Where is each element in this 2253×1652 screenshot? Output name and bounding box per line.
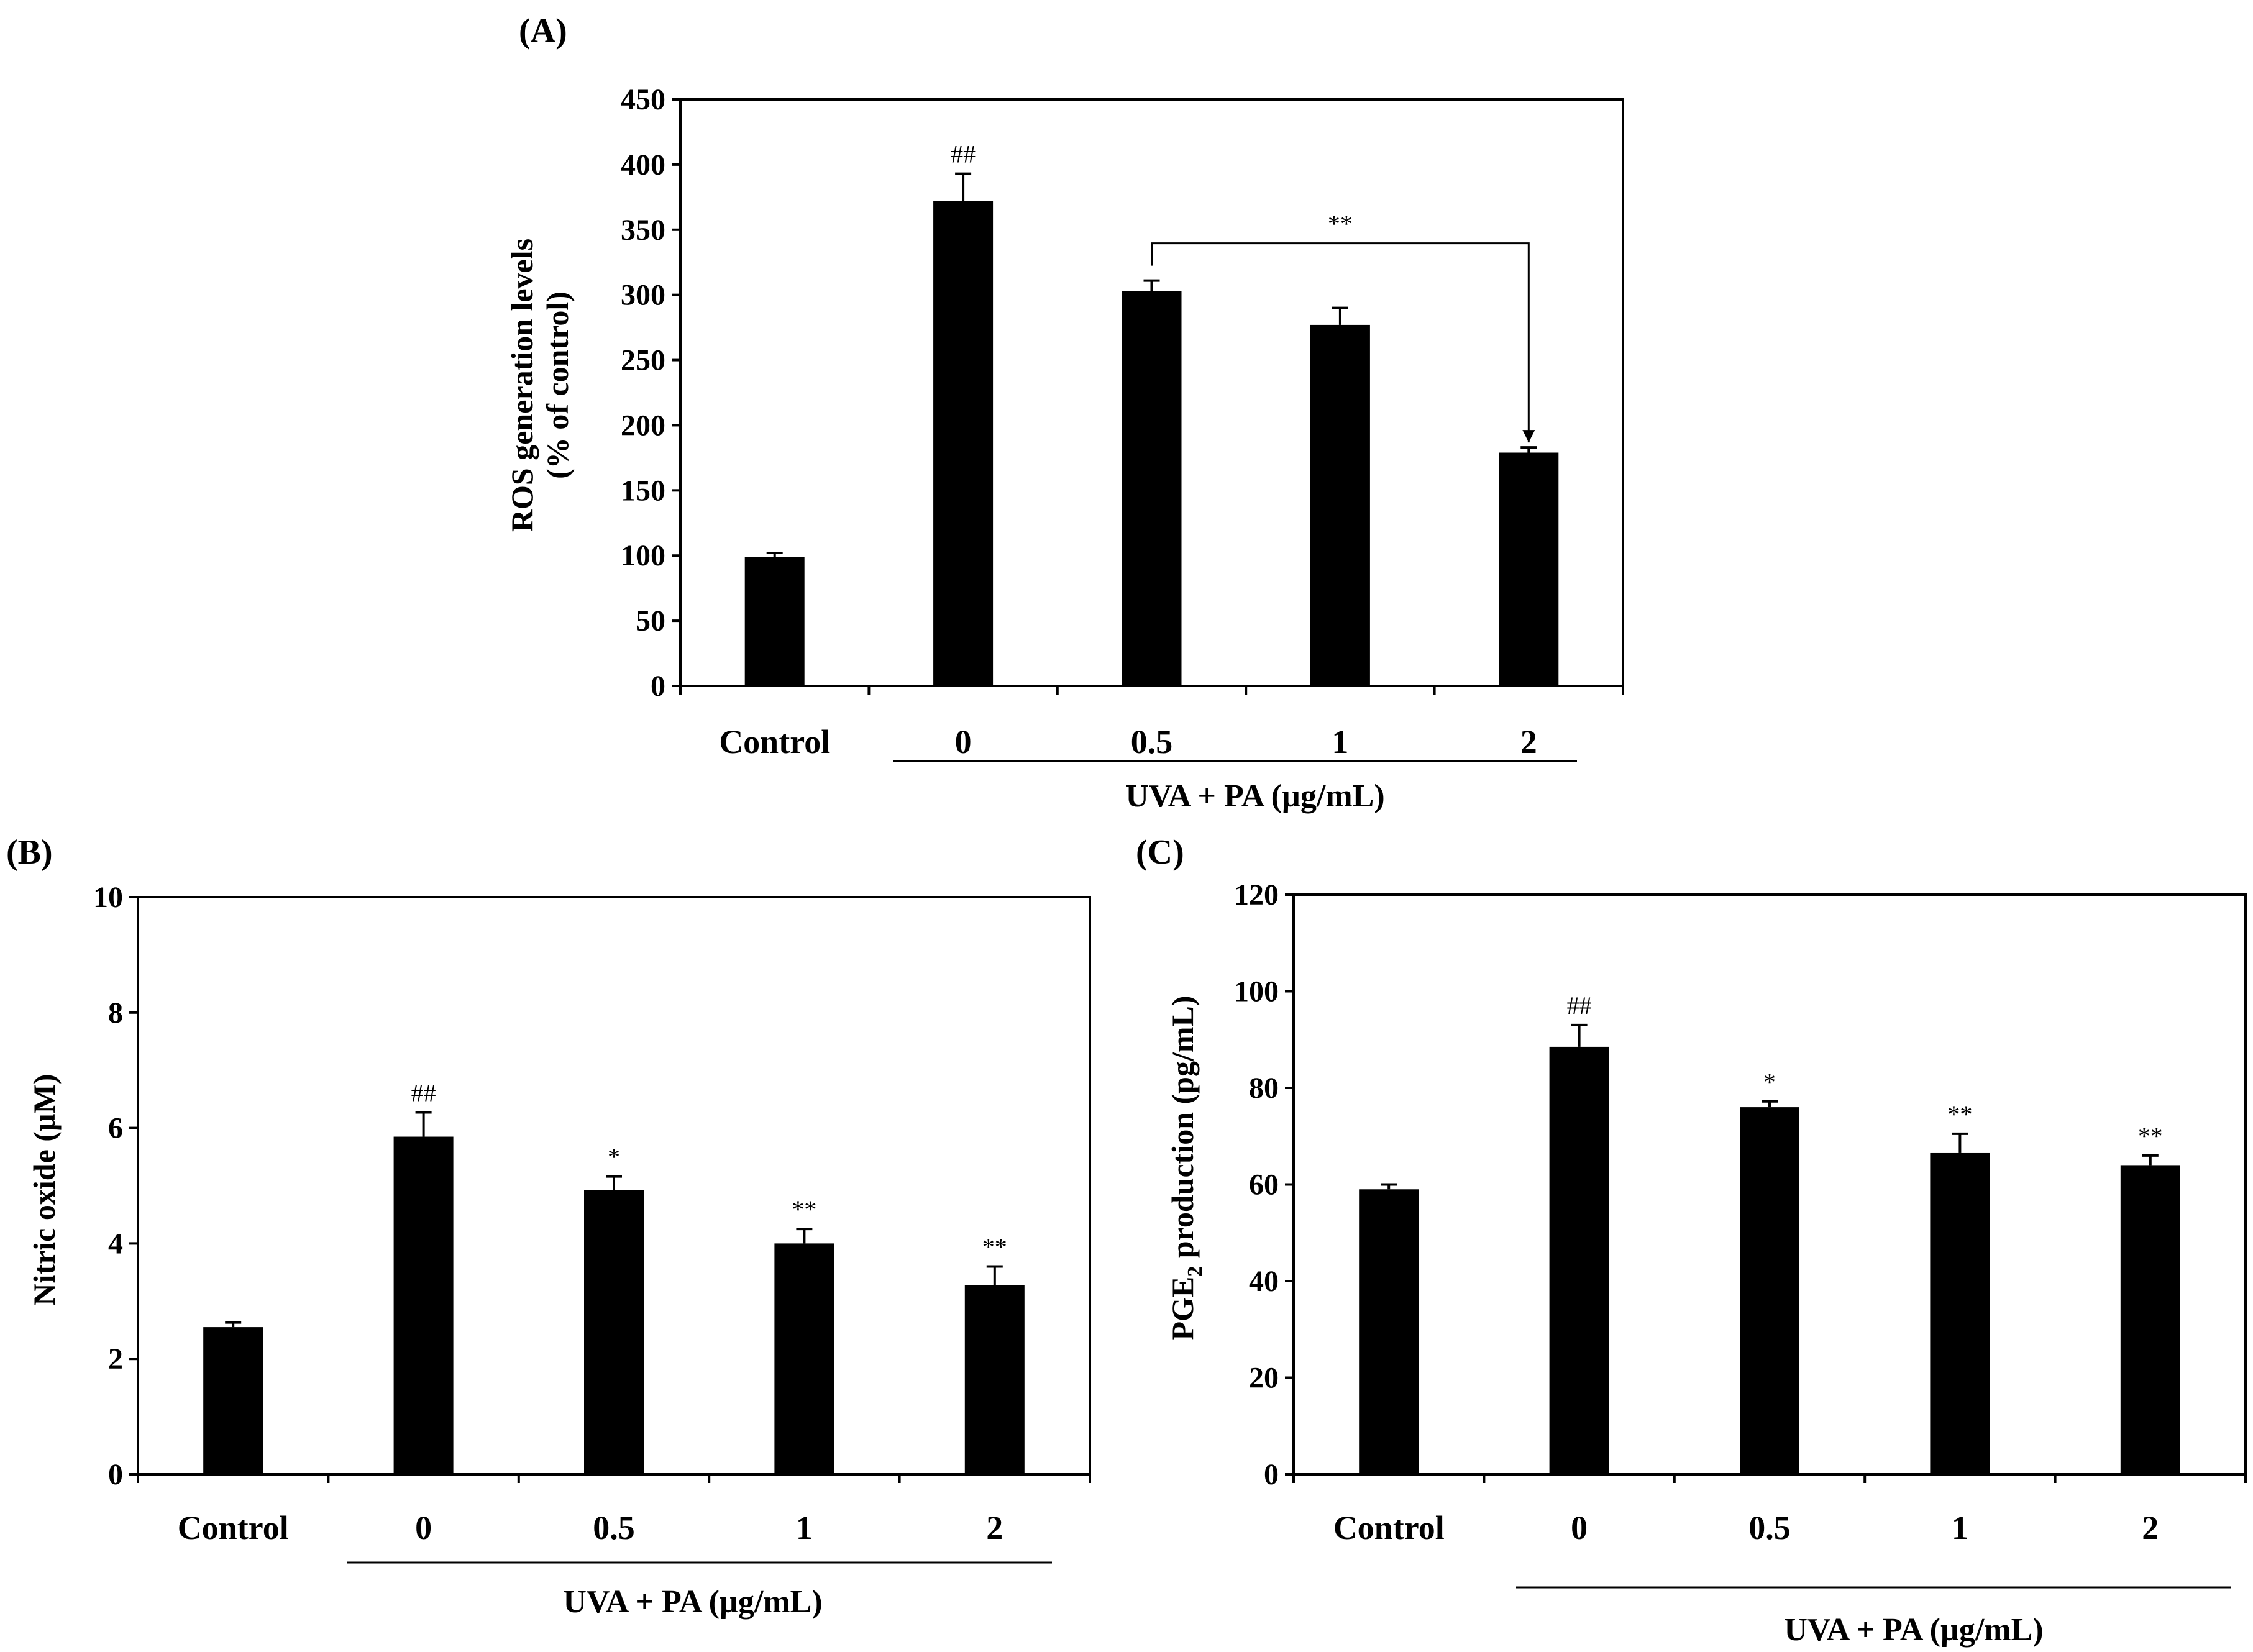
panel-c-significance-mark: * <box>1763 1068 1776 1096</box>
panel-c-ytick-label: 60 <box>1249 1169 1279 1202</box>
panel-b-bar <box>203 1327 263 1474</box>
panel-a-ylabel-line2: (% of control) <box>540 291 575 479</box>
panel-a-ytick-label: 450 <box>621 83 665 116</box>
panel-b-bar <box>584 1190 644 1474</box>
panel-a-category-label: 2 <box>1520 723 1537 760</box>
panel-b-label: (B) <box>6 833 53 872</box>
panel-a-ytick-label: 100 <box>621 539 665 572</box>
panel-a-category-label: 0 <box>955 723 972 760</box>
panel-c-bar <box>1930 1152 1990 1474</box>
panel-c: (C) PGE2 production (pg/mL) UVA + PA (µg… <box>1136 833 2247 1648</box>
panel-c-ytick-label: 0 <box>1264 1458 1279 1491</box>
panel-b-ytick-label: 2 <box>108 1343 123 1376</box>
panel-a: (A) ROS generation levels (% of control)… <box>505 12 1624 814</box>
panel-c-category-label: Control <box>1333 1509 1445 1546</box>
panel-a-ytick-label: 0 <box>651 670 665 703</box>
panel-b-category-label: Control <box>178 1509 289 1546</box>
panel-b-significance-mark: ## <box>411 1079 436 1107</box>
panel-b-bar <box>393 1136 454 1474</box>
panel-c-bar <box>1549 1046 1609 1474</box>
panel-a-ylabel: ROS generation levels (% of control) <box>505 239 575 532</box>
panel-a-bracket <box>1151 242 1530 443</box>
panel-c-ytick-label: 80 <box>1249 1072 1279 1105</box>
panel-b-ytick-label: 8 <box>108 997 123 1029</box>
panel-c-ytick-label: 120 <box>1234 878 1279 911</box>
panel-a-bar <box>1499 452 1559 686</box>
panel-b-significance-mark: ** <box>982 1233 1007 1261</box>
panel-a-bar <box>933 201 994 686</box>
panel-a-category-label: 1 <box>1332 723 1348 760</box>
panel-c-ylabel: PGE2 production (pg/mL) <box>1165 995 1207 1340</box>
panel-a-ytick-label: 50 <box>636 605 665 637</box>
panel-b-ytick-label: 4 <box>108 1227 123 1260</box>
panel-a-significance-mark: ## <box>951 140 976 168</box>
panel-b-ytick-label: 6 <box>108 1112 123 1145</box>
panel-a-ytick-label: 200 <box>621 409 665 442</box>
panel-b-category-label: 1 <box>796 1509 813 1546</box>
panel-c-significance-mark: ## <box>1567 992 1592 1020</box>
panel-c-label: (C) <box>1136 833 1184 872</box>
panel-a-ylabel-line1: ROS generation levels <box>505 239 539 532</box>
panel-b-category-label: 0 <box>415 1509 432 1546</box>
panel-c-plot: 0 20 40 60 80 100 120 Control 0 ## 0.5 * 1 ** 2 ** <box>1234 878 2247 1589</box>
panel-a-ytick-label: 350 <box>621 214 665 247</box>
panel-c-ytick-label: 40 <box>1249 1265 1279 1298</box>
panel-b-category-label: 0.5 <box>593 1509 635 1546</box>
panel-a-bar <box>1310 324 1370 686</box>
panel-a-ytick-label: 150 <box>621 474 665 507</box>
panel-b-bar <box>964 1285 1025 1474</box>
panel-a-bar <box>744 557 805 686</box>
panel-a-bracket-arrowhead <box>1522 430 1535 443</box>
panel-b-ylabel: Nitric oxide (µM) <box>27 1074 62 1305</box>
panel-b-bar <box>774 1243 834 1474</box>
panel-a-label: (A) <box>519 12 567 50</box>
panel-b-category-label: 2 <box>986 1509 1003 1546</box>
panel-b-ytick-label: 0 <box>108 1458 123 1491</box>
panel-c-category-label: 0 <box>1571 1509 1588 1546</box>
panel-a-plot: 0 50 100 150 200 250 300 350 400 450 Control 0 ## 0.5… <box>621 83 1624 762</box>
panel-a-group-label: UVA + PA (µg/mL) <box>1125 778 1384 814</box>
panel-b-significance-mark: * <box>608 1143 620 1171</box>
panel-a-ytick-label: 250 <box>621 344 665 377</box>
panel-c-category-label: 2 <box>2142 1509 2159 1546</box>
panel-b: (B) Nitric oxide (µM) UVA + PA (µg/mL) 0… <box>6 833 1091 1620</box>
panel-c-category-label: 0.5 <box>1748 1509 1791 1546</box>
panel-c-significance-mark: ** <box>2138 1122 2163 1150</box>
panel-a-category-label: Control <box>719 723 830 760</box>
panel-b-ytick-label: 10 <box>93 881 123 914</box>
panel-c-ytick-label: 100 <box>1234 975 1279 1008</box>
panel-c-bar <box>1740 1107 1799 1474</box>
panel-a-bar <box>1122 291 1182 687</box>
panel-c-bar <box>1359 1189 1419 1474</box>
panel-b-group-label: UVA + PA (µg/mL) <box>563 1584 822 1620</box>
panel-c-ytick-label: 20 <box>1249 1362 1279 1395</box>
panel-a-ytick-label: 400 <box>621 148 665 181</box>
panel-a-ytick-label: 300 <box>621 279 665 312</box>
panel-a-category-label: 0.5 <box>1131 723 1173 760</box>
panel-b-significance-mark: ** <box>792 1195 816 1223</box>
panel-b-plot: 0 2 4 6 8 10 Control 0 ## 0.5 * 1 ** 2 ** <box>93 881 1091 1564</box>
panel-c-category-label: 1 <box>1952 1509 1968 1546</box>
panel-c-group-label: UVA + PA (µg/mL) <box>1784 1612 2043 1648</box>
panel-a-bracket-label: ** <box>1328 210 1353 238</box>
panel-c-significance-mark: ** <box>1947 1100 1972 1128</box>
panel-c-bar <box>2120 1165 2180 1474</box>
